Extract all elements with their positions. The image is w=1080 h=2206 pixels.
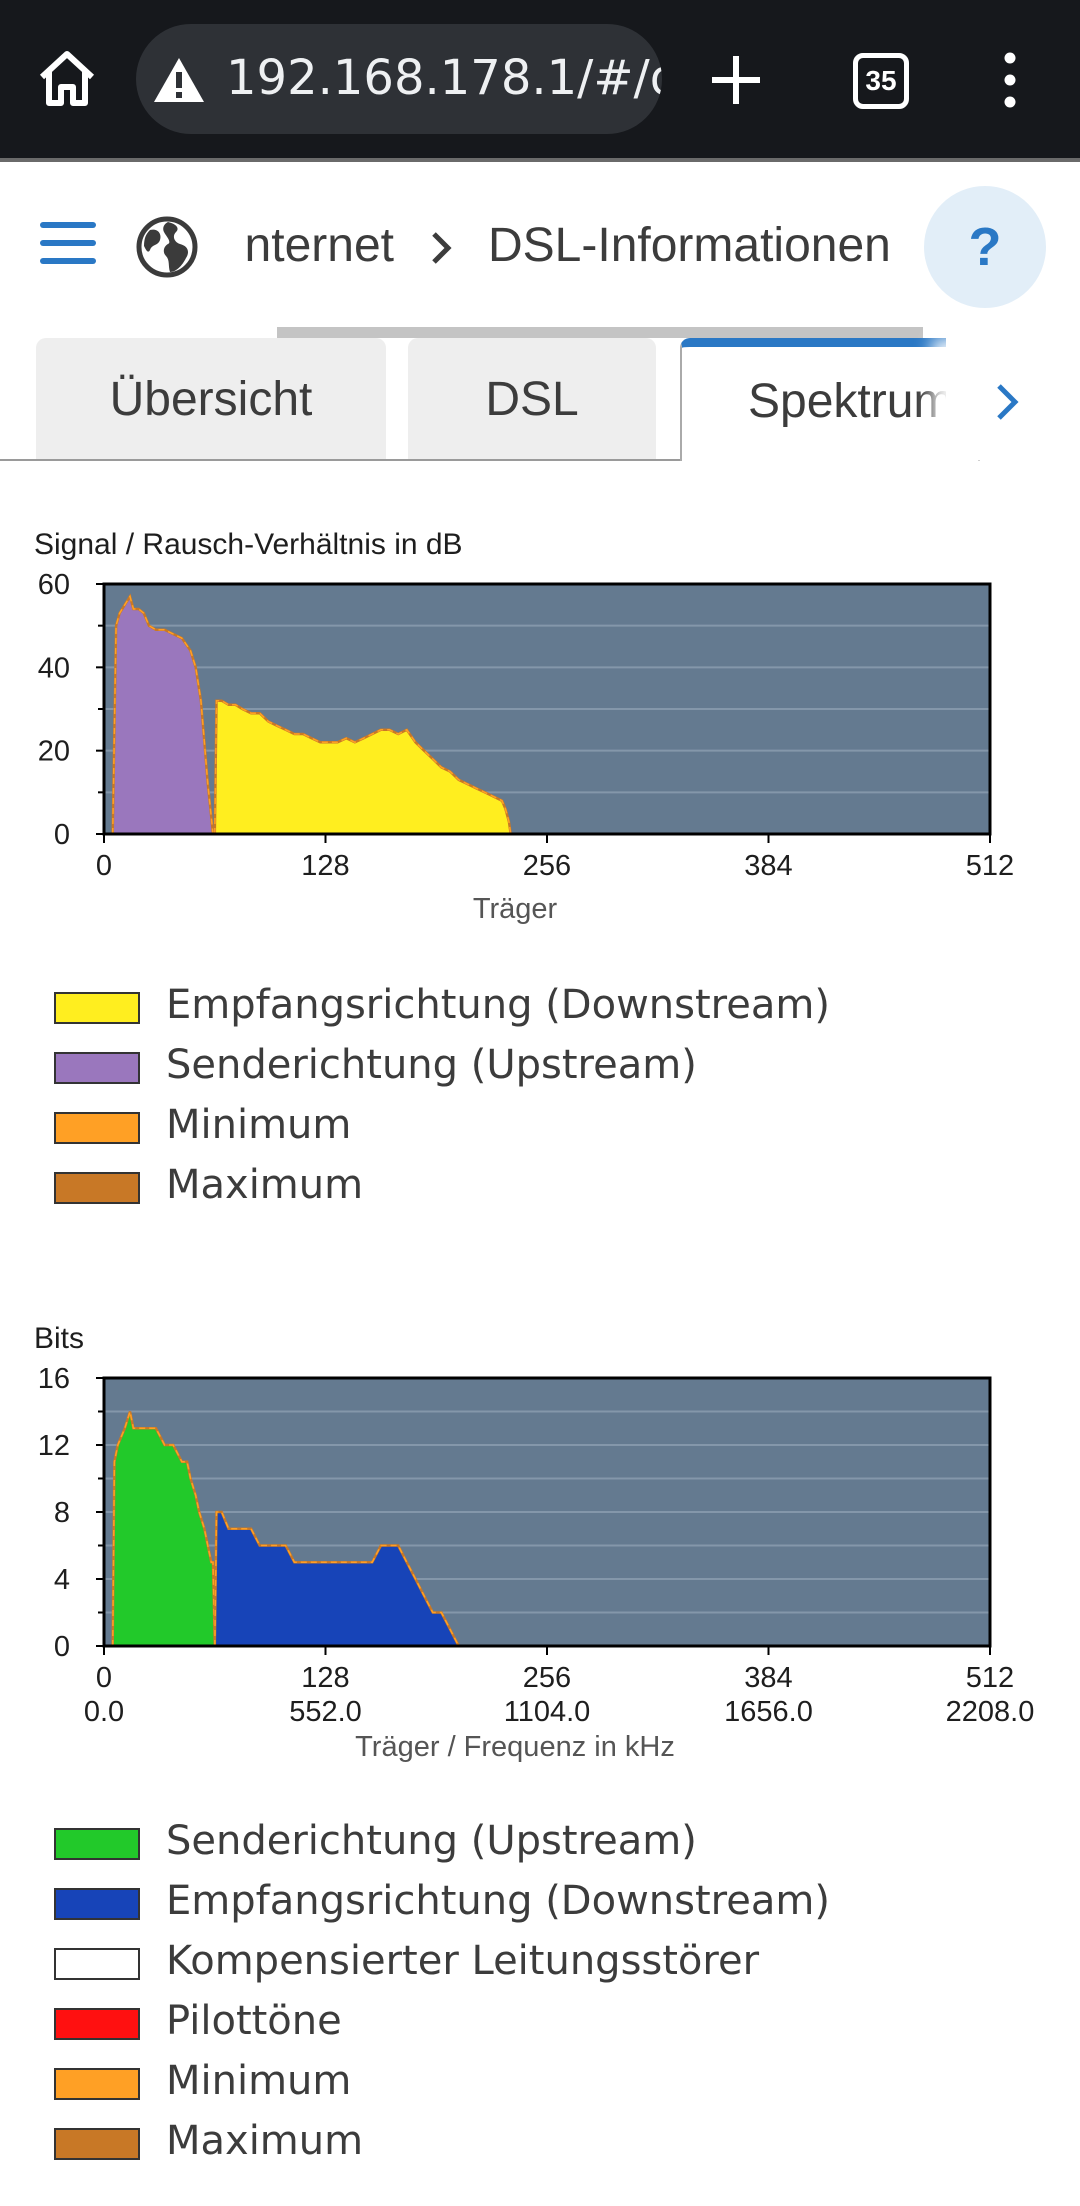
chart-1-legend-swatch [54, 2008, 140, 2040]
snr-chart: Signal / Rausch-Verhältnis in dB 0 20 40 60 0… [0, 520, 1080, 940]
chart-1-legend-label: Maximum [166, 2118, 364, 2164]
chart-1-title: Bits [34, 1322, 84, 1355]
browser-toolbar: 192.168.178.1/#/dsl/ 35 [0, 0, 1080, 158]
chart-1-ytick-label: 12 [38, 1430, 70, 1462]
breadcrumb-scrollbar [277, 327, 923, 338]
chart-1-legend-label: Senderichtung (Upstream) [166, 1818, 697, 1864]
chart-0-series-0-area [112, 596, 215, 834]
chart-1-xtick-label-secondary: 0.0 [84, 1696, 124, 1728]
chart-0-ytick-label: 40 [38, 652, 70, 684]
chart-1-legend-swatch [54, 1888, 140, 1920]
snr-legend: Empfangsrichtung (Downstream) Senderichtu… [54, 980, 954, 1220]
chart-1-legend-label: Pilottöne [166, 1998, 342, 2044]
chart-1-xtick-label: 128 [301, 1662, 349, 1694]
tab-uebersicht[interactable]: Übersicht [36, 338, 386, 459]
globe-icon [136, 216, 198, 278]
chart-0-legend-label: Senderichtung (Upstream) [166, 1042, 697, 1088]
chevron-right-icon [997, 384, 1019, 420]
chart-0-legend-label: Empfangsrichtung (Downstream) [166, 982, 830, 1028]
breadcrumb-internet[interactable]: Internet [244, 219, 394, 272]
chart-0-series-0-min-line [111, 594, 215, 835]
chart-0-series-1-min-line [214, 699, 512, 835]
chart-0-title: Signal / Rausch-Verhältnis in dB [34, 528, 463, 561]
chart-0-legend-swatch [54, 992, 140, 1024]
hamburger-icon[interactable] [40, 222, 96, 264]
home-icon[interactable] [36, 47, 98, 109]
chart-1-xlabel: Träger / Frequenz in kHz [355, 1731, 675, 1763]
chart-0-ytick-label: 60 [38, 569, 70, 601]
chart-1-xtick-label: 0 [96, 1662, 112, 1694]
chart-0-xtick-label: 128 [301, 850, 349, 882]
tab-baseline [0, 459, 680, 461]
tab-dsl[interactable]: DSL [408, 338, 656, 459]
snr-chart-svg: Signal / Rausch-Verhältnis in dB 0 20 40 60 0… [34, 528, 1014, 925]
chart-1-legend-swatch [54, 1948, 140, 1980]
chart-1-legend-label: Empfangsrichtung (Downstream) [166, 1878, 830, 1924]
bits-chart-svg: Bits048121600.0128552.02561104.03841656.… [34, 1322, 1035, 1763]
chart-1-legend-swatch [54, 1828, 140, 1860]
tabs-scroll-right-button[interactable] [946, 338, 1032, 460]
chart-1-series-1-min-line [214, 1511, 468, 1647]
chart-1-legend-label: Minimum [166, 2058, 352, 2104]
plus-icon[interactable] [710, 54, 762, 106]
tab-count-button[interactable]: 35 [853, 53, 909, 109]
chart-1-xtick-label: 256 [523, 1662, 571, 1694]
chart-1-xtick-label-secondary: 552.0 [289, 1696, 362, 1728]
chart-0-ytick-label: 0 [54, 819, 70, 851]
chart-1-legend-swatch [54, 2128, 140, 2160]
chart-1-ytick-label: 4 [54, 1564, 70, 1596]
breadcrumb-dsl-informationen: DSL-Informationen [488, 219, 891, 272]
chart-0-legend-swatch [54, 1112, 140, 1144]
chart-1-xtick-label: 384 [744, 1662, 792, 1694]
chart-0-legend-label: Minimum [166, 1102, 352, 1148]
chart-1-series-0-area [112, 1411, 215, 1646]
chart-1-xtick-label-secondary: 1656.0 [724, 1696, 813, 1728]
chart-1-legend-label: Kompensierter Leitungsstörer [166, 1938, 760, 1984]
chart-0-ytick-label: 20 [38, 736, 70, 768]
chart-0-legend-swatch [54, 1052, 140, 1084]
chart-0-xlabel: Träger [473, 893, 558, 925]
chart-1-series-0-min-line [111, 1411, 216, 1647]
chart-0-xtick-label: 256 [523, 850, 571, 882]
chart-0-legend-swatch [54, 1172, 140, 1204]
bits-legend: Senderichtung (Upstream) Empfangsrichtung… [54, 1816, 954, 2186]
chart-0-xtick-label: 0 [96, 850, 112, 882]
url-text: 192.168.178.1/#/dsl/ [226, 50, 662, 106]
chart-1-xtick-label-secondary: 1104.0 [504, 1696, 591, 1728]
chart-1-xtick-label: 512 [966, 1662, 1014, 1694]
bits-chart: Bits 0 4 8 12 16 0 0.0 128 552.0 256 1104.0 384 1656.… [0, 1316, 1080, 1776]
chart-1-ytick-label: 16 [38, 1363, 70, 1395]
chart-1-legend-swatch [54, 2068, 140, 2100]
chart-0-xtick-label: 512 [966, 850, 1014, 882]
chart-0-xtick-label: 384 [744, 850, 792, 882]
chart-0-legend-label: Maximum [166, 1162, 364, 1208]
kebab-menu-icon[interactable] [995, 52, 1025, 108]
tab-spektrum[interactable]: Spektrum [680, 338, 980, 461]
chart-1-xtick-label-secondary: 2208.0 [946, 1696, 1035, 1728]
chart-1-ytick-label: 8 [54, 1497, 70, 1529]
help-button[interactable]: ? [924, 186, 1046, 308]
address-bar[interactable]: 192.168.178.1/#/dsl/ [136, 24, 662, 134]
header-divider [0, 158, 1080, 162]
warning-icon [154, 58, 204, 102]
chart-1-ytick-label: 0 [54, 1631, 70, 1663]
chart-0-series-1-area [214, 700, 511, 834]
chevron-right-icon [432, 232, 452, 264]
